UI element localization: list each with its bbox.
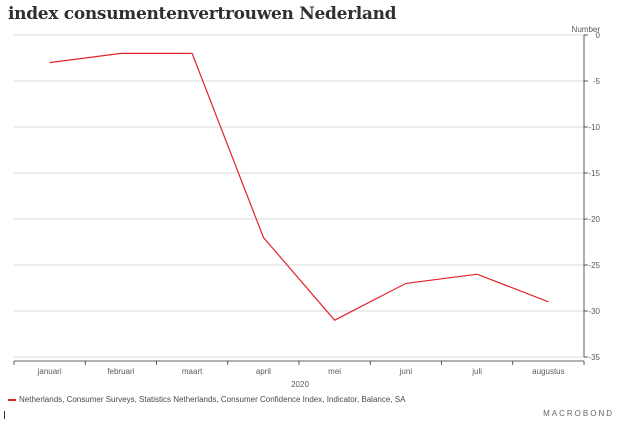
y-tick-label: 0 — [596, 31, 601, 40]
y-tick-label: -15 — [588, 169, 600, 178]
x-tick-label: augustus — [532, 367, 564, 376]
series-layer — [49, 52, 549, 321]
x-tick-label: juli — [471, 367, 482, 376]
y-tick-label: -30 — [588, 307, 600, 316]
x-tick-label: april — [256, 367, 271, 376]
x-tick-label: mei — [328, 367, 341, 376]
legend: Netherlands, Consumer Surveys, Statistic… — [8, 395, 405, 404]
x-axis-ticks: januari februari maart april mei juni juli augu… — [13, 361, 585, 376]
y-axis-ticks: 0 -5 -10 -15 -20 -25 -30 -35 — [584, 31, 601, 362]
y-tick-label: -20 — [588, 215, 600, 224]
legend-label: Netherlands, Consumer Surveys, Statistic… — [19, 395, 406, 404]
text-cursor — [4, 411, 5, 419]
x-tick-label: januari — [37, 367, 62, 376]
axes — [14, 35, 585, 362]
y-tick-label: -10 — [588, 123, 600, 132]
x-tick-label: maart — [182, 367, 203, 376]
y-tick-label: -25 — [588, 261, 600, 270]
chart-title: index consumentenvertrouwen Nederland — [8, 4, 397, 24]
series-line-0 — [49, 52, 549, 321]
brand-logo-text: MACROBOND — [543, 409, 614, 418]
y-tick-label: -5 — [593, 77, 601, 86]
x-tick-label: juni — [399, 367, 413, 376]
legend-swatch — [8, 398, 16, 401]
y-tick-label: -35 — [588, 353, 600, 362]
gridlines — [14, 34, 584, 358]
x-tick-label: februari — [107, 367, 134, 376]
y-axis-unit-label: Number — [572, 25, 601, 34]
x-axis-year-label: 2020 — [291, 380, 309, 389]
